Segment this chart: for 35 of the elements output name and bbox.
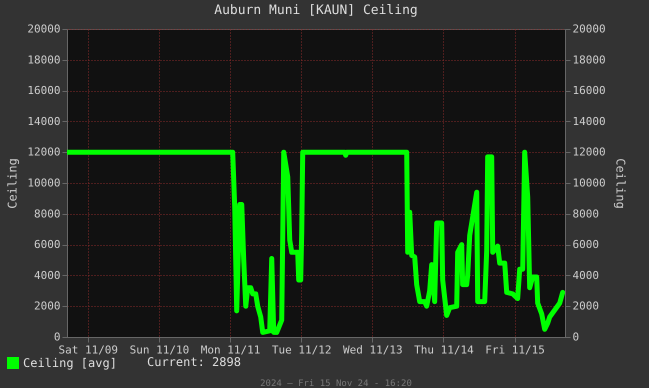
y-tick-label: 16000	[27, 84, 60, 98]
y-tick-label: 2000	[34, 300, 60, 313]
y-tick-label: 0	[54, 330, 60, 344]
y2-tick-label: 6000	[572, 238, 599, 252]
chart-title: Auburn Muni [KAUN] Ceiling	[214, 3, 418, 18]
y-tick-label: 4000	[34, 268, 60, 282]
y2-tick-label: 14000	[572, 114, 606, 128]
x-tick-label: Thu 11/14	[414, 344, 474, 356]
y2-tick-label: 8000	[572, 207, 599, 220]
x-tick-label: Fri 11/15	[485, 344, 545, 356]
y2-tick-label: 18000	[572, 53, 606, 66]
y2-tick-label: 20000	[572, 22, 606, 36]
y-axis-title: Ceiling	[5, 158, 20, 209]
x-tick-label: Tue 11/12	[272, 344, 332, 356]
y-tick-label: 20000	[27, 22, 60, 36]
y-tick-label: 14000	[27, 114, 60, 128]
y-tick-label: 12000	[27, 146, 60, 159]
y2-tick-label: 10000	[572, 176, 606, 190]
text: 2024 — Fri 15 Nov 24 - 16:20	[260, 379, 412, 388]
y2-tick-label: 2000	[572, 300, 599, 313]
y-tick-label: 18000	[27, 53, 60, 66]
y2-tick-label: 12000	[572, 146, 606, 159]
x-tick-label: Sun 11/10	[130, 344, 190, 356]
y2-tick-label: 4000	[572, 268, 599, 282]
legend-label: Ceiling [avg]	[23, 356, 117, 370]
text: Current: 2898	[147, 355, 241, 369]
y-tick-label: 6000	[34, 238, 60, 252]
x-tick-label: Sat 11/09	[58, 344, 118, 356]
y-tick-label: 10000	[27, 176, 60, 190]
y2-tick-label: 0	[572, 330, 580, 344]
y2-axis-title: Ceiling	[614, 158, 628, 209]
x-tick-label: Mon 11/11	[200, 344, 260, 356]
x-tick-label: Wed 11/13	[343, 344, 403, 356]
y-tick-label: 8000	[34, 207, 60, 220]
y2-tick-label: 16000	[572, 84, 606, 98]
